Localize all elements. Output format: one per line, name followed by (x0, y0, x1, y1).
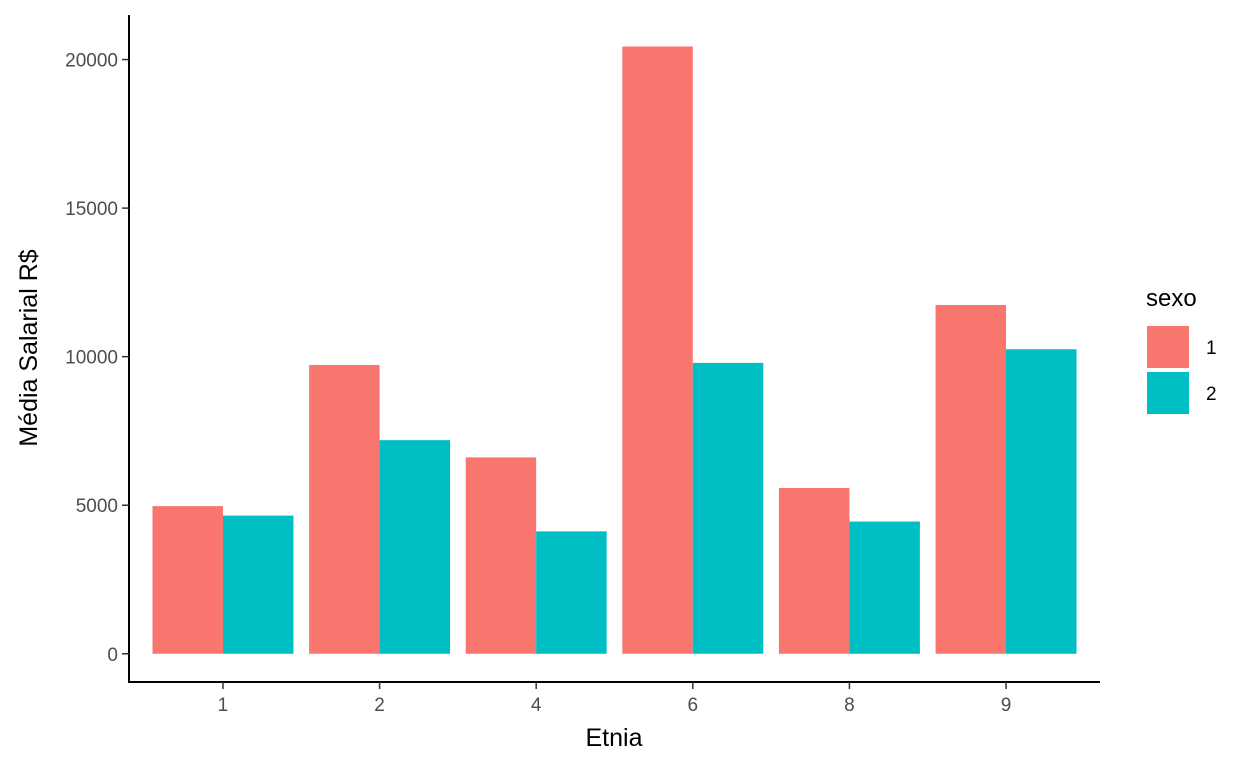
x-tick-label: 6 (688, 695, 699, 716)
legend-label-sexo-1: 1 (1206, 338, 1217, 359)
bar-etnia-8-sexo-1 (778, 487, 850, 654)
y-tick-label: 20000 (65, 51, 118, 72)
legend-label-sexo-2: 2 (1206, 384, 1217, 405)
y-tick-label: 10000 (65, 348, 118, 369)
bar-etnia-2-sexo-2 (379, 440, 451, 654)
y-axis-ticks: 0 5000 10000 15000 20000 (65, 51, 129, 666)
y-tick-label: 15000 (65, 199, 118, 220)
bar-etnia-4-sexo-2 (536, 531, 607, 654)
x-tick-label: 8 (844, 695, 855, 716)
bar-etnia-6-sexo-1 (622, 46, 693, 654)
y-tick-label: 5000 (76, 496, 118, 517)
legend-items: 12 (1147, 326, 1217, 414)
bar-etnia-9-sexo-2 (1006, 349, 1077, 654)
bar-etnia-9-sexo-1 (935, 304, 1007, 654)
legend-key-sexo-1 (1147, 326, 1189, 368)
x-axis-ticks: 1 2 4 6 8 9 (218, 682, 1012, 716)
bars (152, 46, 1077, 654)
x-tick-label: 4 (531, 695, 542, 716)
legend: sexo 12 (1146, 285, 1217, 414)
x-tick-label: 9 (1001, 695, 1012, 716)
legend-title: sexo (1146, 285, 1197, 312)
bar-etnia-2-sexo-1 (309, 364, 380, 654)
bar-etnia-8-sexo-2 (849, 521, 920, 654)
x-tick-label: 2 (374, 695, 385, 716)
bar-etnia-1-sexo-2 (222, 515, 294, 654)
y-tick-label: 0 (107, 645, 118, 666)
bar-etnia-1-sexo-1 (152, 506, 223, 654)
x-tick-label: 1 (218, 695, 229, 716)
y-axis-title: Média Salarial R$ (15, 249, 43, 446)
bar-etnia-6-sexo-2 (692, 362, 764, 654)
x-axis-title: Etnia (586, 724, 643, 752)
bar-etnia-4-sexo-1 (465, 457, 537, 654)
legend-key-sexo-2 (1147, 372, 1189, 414)
